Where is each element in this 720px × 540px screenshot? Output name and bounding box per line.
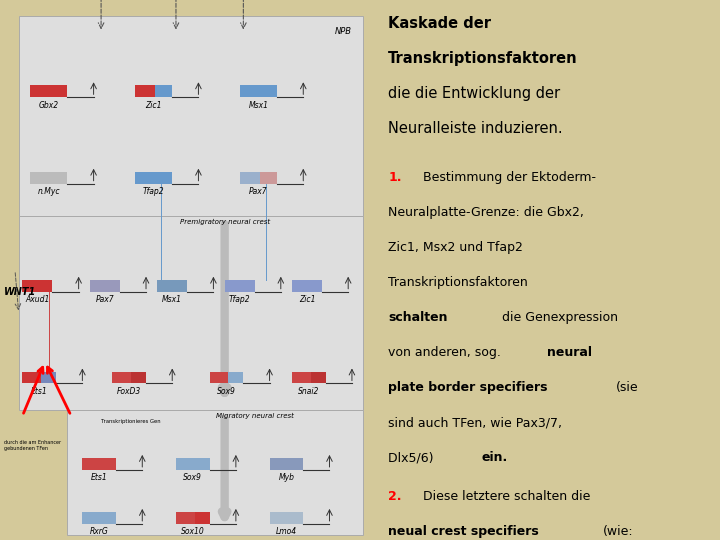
Text: ein.: ein.	[482, 451, 508, 464]
Text: neual crest specifiers: neual crest specifiers	[388, 525, 539, 538]
Text: Tfap2: Tfap2	[229, 295, 251, 304]
Text: Myb: Myb	[279, 474, 294, 482]
Text: Pax7: Pax7	[96, 295, 114, 304]
Bar	[210, 372, 228, 383]
Text: WNT1: WNT1	[4, 287, 36, 296]
Bar	[228, 372, 243, 383]
Text: FoxD3: FoxD3	[117, 387, 141, 396]
Text: Neuralleiste induzieren.: Neuralleiste induzieren.	[388, 122, 563, 137]
Text: (sie: (sie	[616, 381, 639, 394]
Bar	[176, 512, 194, 524]
Text: Premigratory neural crest: Premigratory neural crest	[179, 219, 270, 225]
Text: Transkriptionieres Gen: Transkriptionieres Gen	[101, 418, 161, 423]
Text: Zic1: Zic1	[299, 295, 315, 304]
Text: sind auch TFen, wie Pax3/7,: sind auch TFen, wie Pax3/7,	[388, 416, 562, 429]
Bar	[292, 372, 310, 383]
Bar	[194, 512, 210, 524]
Text: (wie:: (wie:	[603, 525, 633, 538]
Text: RxrG: RxrG	[90, 528, 109, 536]
Text: Pax7: Pax7	[249, 187, 268, 196]
Text: Diese letztere schalten die: Diese letztere schalten die	[423, 490, 590, 503]
Text: Ets1: Ets1	[91, 474, 107, 482]
Bar	[131, 372, 146, 383]
Bar	[260, 172, 277, 184]
Text: Neuralplatte-Grenze: die Gbx2,: Neuralplatte-Grenze: die Gbx2,	[388, 206, 584, 219]
Text: Lmo4: Lmo4	[276, 528, 297, 536]
Bar	[269, 458, 303, 470]
Text: n.Myc: n.Myc	[37, 187, 60, 196]
Bar	[82, 512, 116, 524]
Text: Transkriptionsfaktoren: Transkriptionsfaktoren	[388, 51, 578, 66]
Bar	[292, 280, 322, 292]
Text: Sox10: Sox10	[181, 528, 204, 536]
Text: Sox9: Sox9	[184, 474, 202, 482]
Text: Snai2: Snai2	[298, 387, 320, 396]
Bar	[225, 280, 255, 292]
Bar	[22, 372, 41, 383]
Text: Kaskade der: Kaskade der	[388, 16, 491, 31]
Text: die Genexpression: die Genexpression	[503, 311, 618, 324]
Text: 1.: 1.	[388, 171, 402, 184]
Text: neural: neural	[547, 346, 593, 359]
Bar	[19, 216, 363, 410]
Bar	[68, 410, 363, 535]
Bar	[30, 85, 68, 97]
Text: von anderen, sog.: von anderen, sog.	[388, 346, 505, 359]
Bar	[176, 458, 210, 470]
Text: plate border specifiers: plate border specifiers	[388, 381, 548, 394]
Text: Dlx5/6): Dlx5/6)	[388, 451, 438, 464]
Bar	[90, 280, 120, 292]
Text: Msx1: Msx1	[248, 101, 269, 110]
Text: NPB: NPB	[335, 27, 352, 36]
Bar	[19, 16, 363, 216]
Bar	[156, 85, 172, 97]
Bar	[240, 172, 260, 184]
Text: 2.: 2.	[388, 490, 402, 503]
Text: Msx1: Msx1	[162, 295, 182, 304]
Bar	[135, 85, 156, 97]
Bar	[310, 372, 325, 383]
Bar	[112, 372, 131, 383]
Bar	[240, 85, 277, 97]
Text: Gbx2: Gbx2	[39, 101, 59, 110]
Text: Zic1, Msx2 und Tfap2: Zic1, Msx2 und Tfap2	[388, 241, 523, 254]
Bar	[41, 372, 56, 383]
Text: Tfap2: Tfap2	[143, 187, 164, 196]
Text: die die Entwicklung der: die die Entwicklung der	[388, 86, 560, 102]
Text: Axud1: Axud1	[25, 295, 50, 304]
Bar	[82, 458, 116, 470]
Text: schalten: schalten	[388, 311, 448, 324]
Bar	[30, 172, 68, 184]
Text: Sox9: Sox9	[217, 387, 236, 396]
Text: Ets1: Ets1	[31, 387, 48, 396]
Text: Bestimmung der Ektoderm-: Bestimmung der Ektoderm-	[423, 171, 595, 184]
Bar	[157, 280, 187, 292]
Bar	[269, 512, 303, 524]
Text: Migratory neural crest: Migratory neural crest	[216, 413, 294, 419]
Text: Transkriptionsfaktoren: Transkriptionsfaktoren	[388, 276, 528, 289]
Bar	[22, 280, 53, 292]
Bar	[135, 172, 172, 184]
Text: Zic1: Zic1	[145, 101, 162, 110]
Text: durch die am Enhancer
gebundenen TFen: durch die am Enhancer gebundenen TFen	[4, 440, 61, 451]
